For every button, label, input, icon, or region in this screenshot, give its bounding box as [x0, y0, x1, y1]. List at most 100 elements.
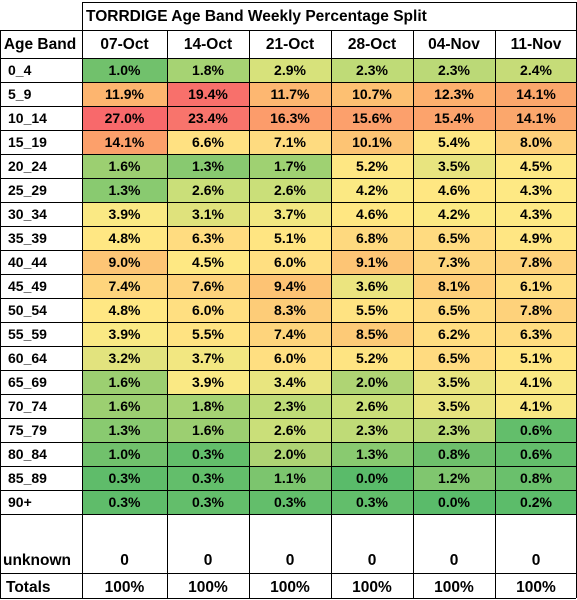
- cell-value: 14.1%: [516, 110, 556, 126]
- heat-cell: [249, 490, 331, 514]
- cell-value: 16.3%: [270, 110, 310, 126]
- cell-value: 14.1%: [516, 86, 556, 102]
- row-label-20_24: 20_24: [8, 158, 47, 174]
- totals-value: 100%: [434, 579, 474, 596]
- heat-cell: [82, 346, 167, 370]
- heat-cell: [413, 82, 495, 106]
- cell-value: 4.1%: [520, 374, 552, 390]
- cell-value: 0.6%: [520, 422, 552, 438]
- heat-cell: [82, 322, 167, 346]
- unknown-value: 0: [120, 552, 129, 569]
- heat-cell: [82, 250, 167, 274]
- cell-value: 7.1%: [274, 134, 306, 150]
- cell-value: 3.9%: [192, 374, 224, 390]
- cell-value: 1.8%: [192, 62, 224, 78]
- cell-value: 6.5%: [438, 350, 470, 366]
- heat-cell: [413, 346, 495, 370]
- cell-value: 3.5%: [438, 374, 470, 390]
- heat-cell: [249, 130, 331, 154]
- cell-value: 8.5%: [356, 326, 388, 342]
- cell-value: 2.3%: [438, 62, 470, 78]
- heat-cell: [495, 154, 577, 178]
- cell-value: 10.1%: [352, 134, 392, 150]
- cell-value: 1.6%: [109, 374, 141, 390]
- heat-cell: [413, 322, 495, 346]
- cell-value: 5.5%: [356, 302, 388, 318]
- heat-cell: [167, 130, 249, 154]
- cell-value: 2.3%: [438, 422, 470, 438]
- totals-value: 100%: [188, 579, 228, 596]
- row-label-35_39: 35_39: [8, 230, 47, 246]
- heat-cell: [331, 178, 413, 202]
- cell-value: 4.3%: [520, 182, 552, 198]
- heat-cell: [82, 202, 167, 226]
- heat-cell: [249, 466, 331, 490]
- cell-value: 5.1%: [520, 350, 552, 366]
- cell-value: 11.9%: [105, 86, 144, 102]
- heat-cell: [82, 130, 167, 154]
- heat-cell: [249, 178, 331, 202]
- column-header-04-nov: 04-Nov: [428, 36, 480, 53]
- heat-cell: [331, 394, 413, 418]
- heat-cell: [413, 418, 495, 442]
- heat-cell: [413, 154, 495, 178]
- heat-cell: [167, 418, 249, 442]
- heat-cell: [167, 322, 249, 346]
- heat-cell: [82, 178, 167, 202]
- cell-value: 2.3%: [356, 422, 388, 438]
- cell-value: 6.5%: [438, 230, 470, 246]
- heat-cell: [82, 154, 167, 178]
- cell-value: 0.0%: [438, 494, 470, 510]
- heat-cell: [167, 490, 249, 514]
- heat-cell: [495, 178, 577, 202]
- cell-value: 1.0%: [109, 446, 141, 462]
- cell-value: 3.1%: [192, 206, 224, 222]
- cell-value: 1.0%: [109, 62, 141, 78]
- heat-cell: [413, 58, 495, 82]
- heat-cell: [413, 250, 495, 274]
- heat-cell: [82, 274, 167, 298]
- row-label-0_4: 0_4: [8, 62, 32, 78]
- column-header-28-oct: 28-Oct: [348, 36, 396, 53]
- cell-value: 0.3%: [192, 470, 224, 486]
- heat-cell: [331, 202, 413, 226]
- heat-cell: [331, 298, 413, 322]
- cell-value: 9.0%: [109, 254, 141, 270]
- heat-cell: [413, 370, 495, 394]
- heat-cell: [495, 298, 577, 322]
- cell-value: 11.7%: [271, 86, 310, 102]
- cell-value: 1.3%: [109, 182, 141, 198]
- cell-value: 0.2%: [520, 494, 552, 510]
- heat-cell: [495, 106, 577, 130]
- heat-cell: [331, 226, 413, 250]
- cell-value: 2.3%: [274, 398, 306, 414]
- row-label-15_19: 15_19: [8, 134, 47, 150]
- heat-cell: [495, 394, 577, 418]
- cell-value: 5.4%: [438, 134, 470, 150]
- cell-value: 4.2%: [356, 182, 388, 198]
- row-label-50_54: 50_54: [8, 302, 47, 318]
- cell-value: 8.3%: [274, 302, 306, 318]
- heat-cell: [249, 418, 331, 442]
- cell-value: 2.4%: [520, 62, 552, 78]
- heat-cell: [331, 274, 413, 298]
- heat-cell: [167, 298, 249, 322]
- cell-value: 1.8%: [192, 398, 224, 414]
- heat-cell: [331, 370, 413, 394]
- cell-value: 0.0%: [356, 470, 388, 486]
- cell-value: 3.7%: [274, 206, 306, 222]
- heat-cell: [495, 226, 577, 250]
- cell-value: 6.6%: [192, 134, 224, 150]
- unknown-value: 0: [532, 552, 541, 569]
- cell-value: 2.6%: [274, 182, 306, 198]
- cell-value: 3.5%: [438, 398, 470, 414]
- heat-cell: [82, 82, 167, 106]
- heat-cell: [413, 226, 495, 250]
- heat-cell: [249, 322, 331, 346]
- cell-value: 4.6%: [356, 206, 388, 222]
- totals-value: 100%: [516, 579, 556, 596]
- cell-value: 0.6%: [520, 446, 552, 462]
- heat-cell: [331, 442, 413, 466]
- cell-value: 4.9%: [520, 230, 552, 246]
- heat-cell: [495, 58, 577, 82]
